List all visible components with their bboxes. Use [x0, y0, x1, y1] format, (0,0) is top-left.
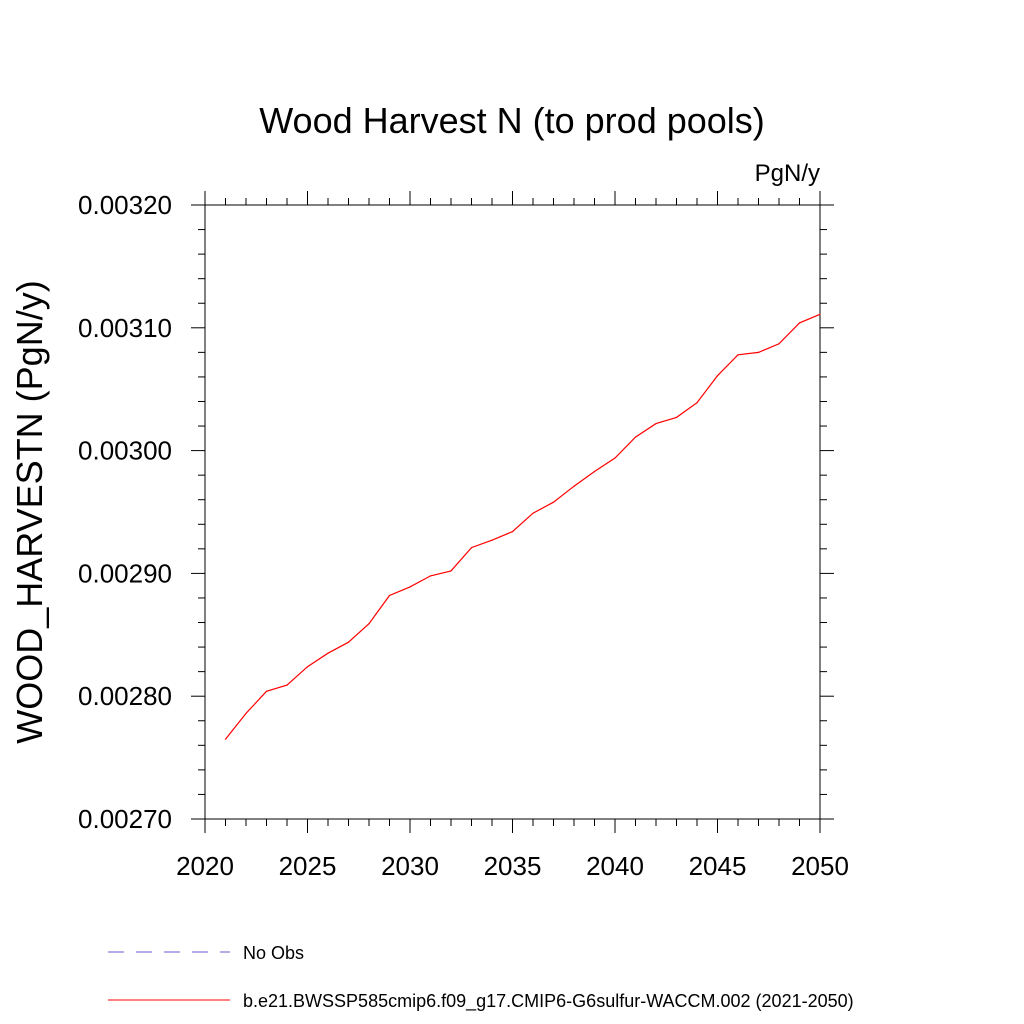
y-tick-label: 0.00300 — [78, 436, 172, 466]
data-point — [245, 712, 247, 714]
data-point — [265, 690, 268, 692]
data-point — [409, 586, 411, 588]
y-tick-label: 0.00280 — [78, 681, 172, 711]
data-point — [327, 652, 329, 654]
data-point — [655, 422, 657, 425]
data-point — [757, 351, 760, 353]
data-point — [716, 375, 719, 377]
series-line — [225, 313, 821, 740]
data-point — [388, 594, 391, 597]
data-point — [368, 623, 370, 625]
data-point — [778, 343, 780, 345]
data-point — [470, 547, 473, 549]
data-point — [675, 416, 678, 419]
data-point — [614, 457, 616, 459]
y-tick-label: 0.00270 — [78, 804, 172, 834]
data-point — [819, 313, 821, 315]
data-point — [552, 501, 555, 503]
data-point — [634, 436, 637, 438]
data-point — [429, 575, 432, 577]
data-point — [286, 684, 288, 686]
data-point — [491, 539, 493, 541]
legend: No Obs b.e21.BWSSP585cmip6.f09_g17.CMIP6-… — [108, 943, 854, 1012]
legend-label: No Obs — [243, 943, 304, 963]
data-point — [573, 485, 575, 487]
y-axis-label: WOOD_HARVESTN (PgN/y) — [9, 280, 50, 743]
units-label: PgN/y — [755, 160, 820, 187]
x-tick-label: 2045 — [689, 851, 747, 881]
data-point — [696, 402, 698, 404]
data-point — [347, 641, 350, 643]
legend-label: b.e21.BWSSP585cmip6.f09_g17.CMIP6-G6sulf… — [243, 991, 854, 1012]
data-point — [306, 666, 309, 668]
data-point — [593, 470, 596, 473]
y-tick-label: 0.00310 — [78, 313, 172, 343]
x-tick-label: 2035 — [484, 851, 542, 881]
plot-frame — [204, 204, 821, 820]
x-tick-label: 2020 — [176, 851, 234, 881]
data-point — [737, 354, 739, 356]
data-point — [798, 322, 801, 324]
x-tick-label: 2025 — [279, 851, 337, 881]
plot-area: 2020 2025 2030 2035 2040 2045 2050 0.00270 0.002… — [78, 190, 849, 881]
x-tick-label: 2050 — [791, 851, 849, 881]
y-tick-label: 0.00290 — [78, 558, 172, 588]
data-point — [511, 531, 514, 533]
data-point — [532, 512, 534, 514]
x-tick-label: 2040 — [586, 851, 644, 881]
data-point — [224, 738, 227, 740]
chart-title: Wood Harvest N (to prod pools) — [259, 100, 765, 141]
data-point — [450, 570, 452, 572]
x-tick-label: 2030 — [381, 851, 439, 881]
y-tick-label: 0.00320 — [78, 190, 172, 220]
